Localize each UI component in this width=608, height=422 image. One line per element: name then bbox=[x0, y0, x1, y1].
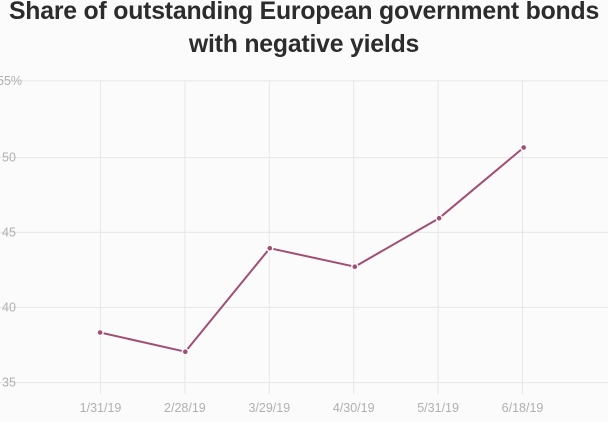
svg-text:35: 35 bbox=[2, 376, 16, 390]
svg-text:40: 40 bbox=[2, 301, 16, 315]
svg-text:4/30/19: 4/30/19 bbox=[333, 401, 375, 415]
svg-text:3/29/19: 3/29/19 bbox=[248, 401, 290, 415]
svg-text:6/18/19: 6/18/19 bbox=[502, 401, 544, 415]
svg-text:5/31/19: 5/31/19 bbox=[417, 401, 459, 415]
svg-text:1/31/19: 1/31/19 bbox=[80, 401, 122, 415]
svg-text:45: 45 bbox=[2, 226, 16, 240]
svg-text:2/28/19: 2/28/19 bbox=[164, 401, 206, 415]
svg-text:55%: 55% bbox=[0, 74, 22, 88]
svg-text:50: 50 bbox=[2, 151, 16, 165]
